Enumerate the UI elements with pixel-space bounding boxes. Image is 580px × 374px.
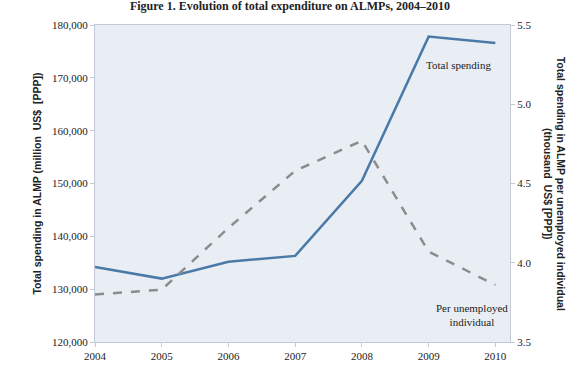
svg-text:120,000: 120,000: [52, 336, 88, 348]
svg-text:2005: 2005: [151, 350, 174, 362]
svg-text:160,000: 160,000: [52, 125, 88, 137]
svg-text:5.0: 5.0: [517, 98, 531, 110]
svg-text:4.0: 4.0: [517, 257, 531, 269]
svg-text:180,000: 180,000: [52, 19, 88, 31]
svg-text:140,000: 140,000: [52, 230, 88, 242]
svg-text:5.5: 5.5: [517, 19, 531, 31]
svg-text:Figure 1. Evolution of total e: Figure 1. Evolution of total expenditure…: [130, 0, 450, 13]
svg-text:2008: 2008: [351, 350, 374, 362]
svg-text:2004: 2004: [84, 350, 107, 362]
svg-text:3.5: 3.5: [517, 336, 531, 348]
svg-text:Total spending in ALMP (millio: Total spending in ALMP (million US$ [PPP…: [31, 72, 43, 294]
svg-text:2009: 2009: [418, 350, 441, 362]
svg-text:150,000: 150,000: [52, 177, 88, 189]
svg-text:130,000: 130,000: [52, 283, 88, 295]
svg-text:4.5: 4.5: [517, 177, 531, 189]
svg-text:Per unemployedindividual: Per unemployedindividual: [436, 302, 508, 328]
svg-text:2010: 2010: [484, 350, 507, 362]
svg-text:170,000: 170,000: [52, 72, 88, 84]
svg-text:2006: 2006: [217, 350, 240, 362]
svg-text:Total spending in ALMP per une: Total spending in ALMP per unemployed in…: [542, 57, 568, 311]
svg-text:Total spending: Total spending: [426, 59, 491, 71]
svg-text:2007: 2007: [284, 350, 307, 362]
